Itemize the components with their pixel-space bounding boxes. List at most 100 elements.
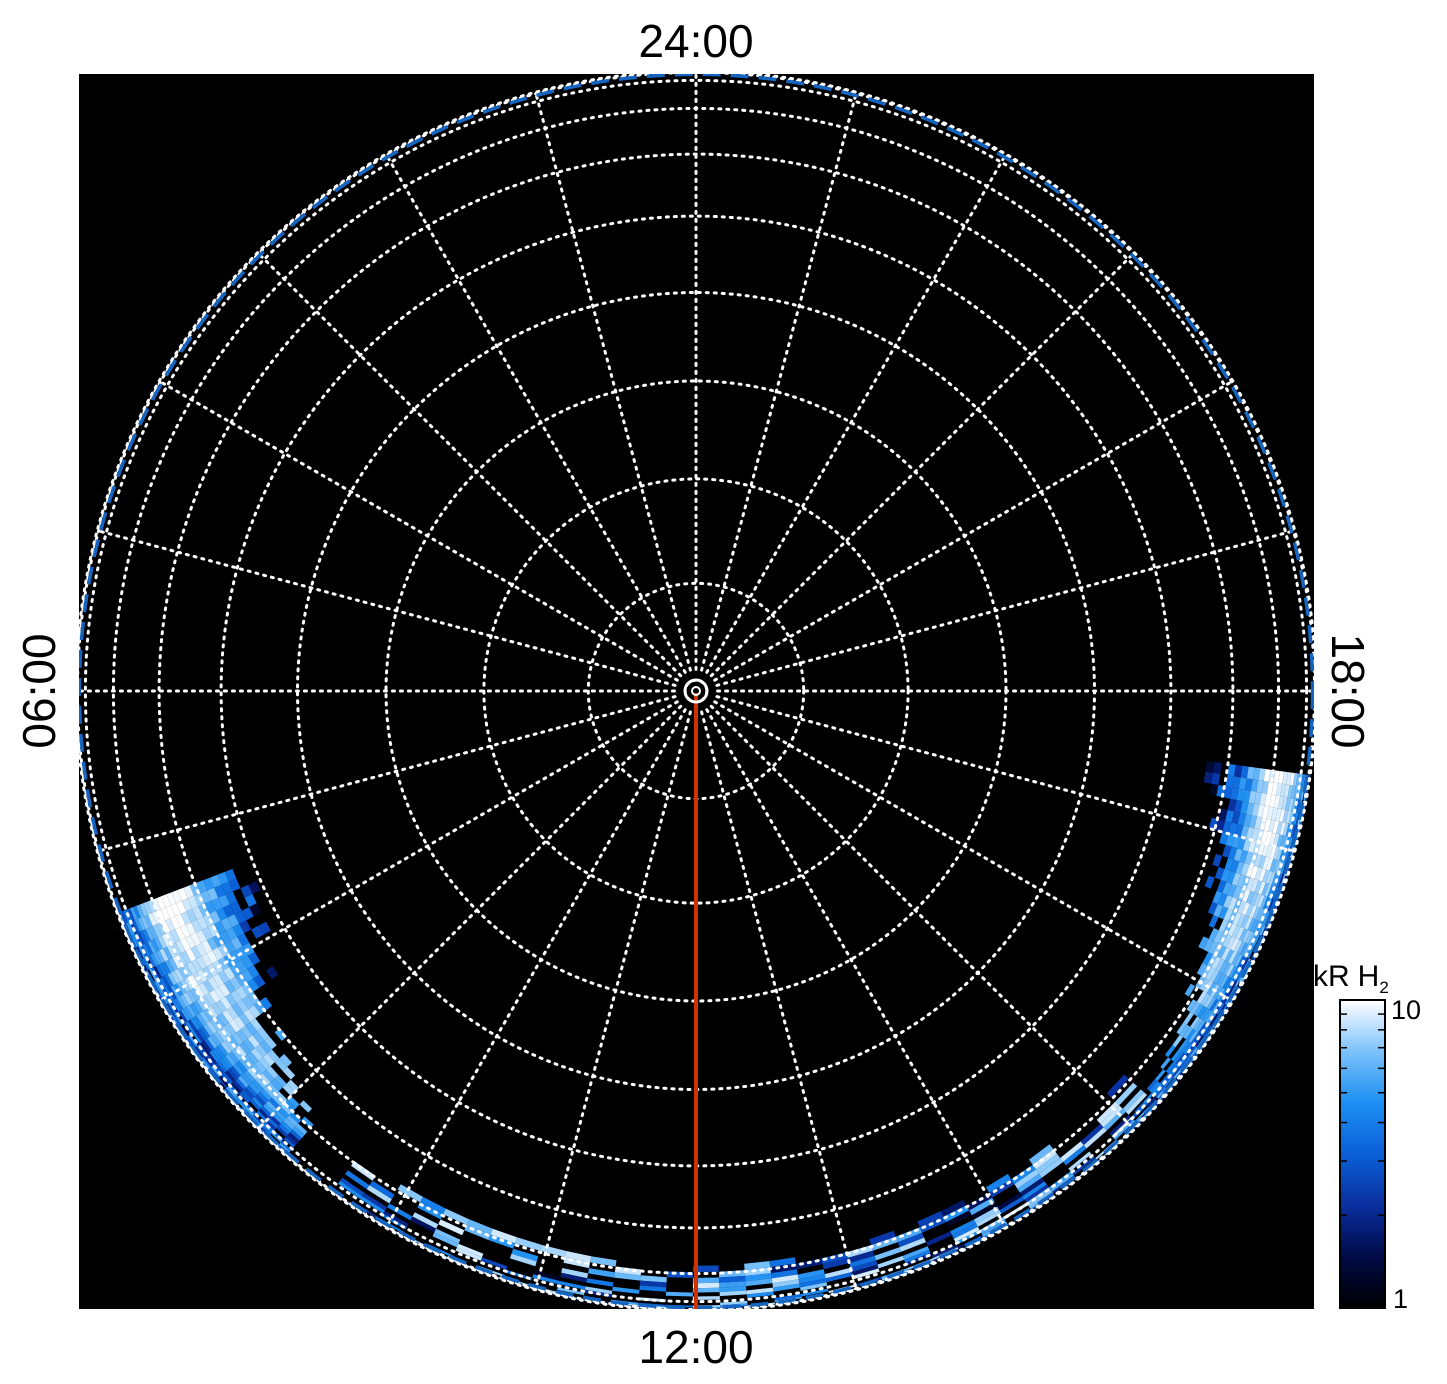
meridian-line	[715, 529, 1297, 687]
emission-cell	[926, 1231, 953, 1247]
emission-cell	[1209, 1013, 1219, 1026]
emission-cell	[1183, 1026, 1194, 1040]
emission-cell	[209, 989, 221, 1003]
meridian-line	[715, 695, 1297, 853]
emission-cell	[1282, 809, 1289, 823]
emission-cell	[180, 937, 191, 951]
emission-cell	[745, 1273, 772, 1282]
emission-cell	[227, 1068, 238, 1081]
emission-cell	[744, 1261, 771, 1271]
emission-cell	[1240, 765, 1249, 779]
emission-cell	[1190, 1047, 1200, 1060]
emission-cell	[235, 1095, 246, 1107]
emission-cell	[260, 1106, 272, 1118]
emission-cell	[201, 953, 213, 967]
emission-cell	[1252, 767, 1261, 781]
emission-cell	[1258, 768, 1266, 781]
meridian-line	[713, 379, 1235, 682]
emission-cell	[1242, 789, 1251, 803]
emission-cell	[1181, 1041, 1192, 1054]
emission-cell	[1300, 774, 1305, 788]
emission-cell	[143, 957, 152, 970]
emission-cell	[1263, 910, 1270, 924]
emission-cell	[558, 1280, 586, 1290]
emission-cell	[1285, 810, 1292, 824]
emission-cell	[186, 1035, 196, 1048]
emission-cell	[280, 1121, 293, 1133]
emission-cell	[1185, 1028, 1196, 1042]
emission-cell	[262, 1053, 275, 1067]
emission-cell	[252, 1079, 264, 1092]
emission-cell	[1225, 978, 1234, 991]
emission-cell	[197, 969, 208, 983]
emission-cell	[186, 990, 197, 1003]
emission-cell	[252, 1031, 265, 1045]
emission-cell	[799, 1278, 827, 1288]
emission-cell	[250, 1048, 263, 1061]
emission-cell	[123, 910, 130, 923]
emission-cell	[1134, 1102, 1145, 1114]
emission-cell	[246, 1051, 259, 1065]
emission-cell	[1213, 762, 1222, 774]
emission-cell	[171, 942, 181, 956]
emission-cell	[203, 913, 215, 927]
emission-cell	[260, 1124, 272, 1136]
emission-cell	[443, 1208, 470, 1225]
emission-cell	[265, 1100, 278, 1113]
emission-cell	[1280, 861, 1286, 875]
emission-cell	[1183, 1042, 1194, 1055]
emission-cell	[1254, 867, 1263, 881]
emission-cell	[170, 985, 180, 998]
emission-cell	[976, 1210, 1002, 1227]
emission-cell	[147, 954, 156, 968]
emission-cell	[981, 1219, 1007, 1235]
emission-cell	[1198, 936, 1209, 950]
emission-cell	[1239, 928, 1248, 942]
emission-cell	[223, 967, 236, 981]
emission-cell	[1204, 875, 1215, 889]
emission-cell	[1151, 1083, 1162, 1095]
emission-cell	[1289, 772, 1295, 786]
meridian-line	[95, 529, 677, 687]
emission-cell	[252, 1096, 264, 1109]
emission-cell	[369, 1180, 395, 1200]
emission-cell	[228, 1035, 240, 1049]
emission-cell	[229, 1019, 241, 1033]
emission-cell	[279, 1054, 292, 1067]
emission-cell	[943, 1205, 970, 1223]
emission-cell	[196, 929, 207, 944]
emission-cell	[1236, 788, 1245, 802]
emission-cell	[171, 999, 181, 1012]
emission-cell	[200, 1026, 211, 1039]
emission-cell	[1227, 923, 1237, 937]
emission-cell	[1202, 1009, 1213, 1022]
emission-cell	[241, 1089, 252, 1102]
emission-cell	[1257, 804, 1265, 818]
emission-cell	[254, 1094, 266, 1107]
emission-cell	[176, 900, 187, 914]
emission-cell	[228, 1051, 240, 1064]
emission-cell	[249, 1099, 261, 1111]
emission-cell	[222, 1009, 234, 1023]
emission-cell	[850, 1260, 878, 1273]
emission-cell	[1250, 779, 1259, 792]
emission-cell	[1236, 913, 1246, 927]
emission-cell	[265, 1119, 277, 1131]
emission-cell	[220, 1025, 232, 1039]
emission-cell	[239, 920, 252, 934]
emission-cell	[1237, 900, 1247, 914]
emission-cell	[263, 1103, 275, 1116]
emission-cell	[166, 1003, 175, 1016]
emission-cell	[953, 1226, 980, 1243]
emission-cell	[1290, 785, 1296, 799]
emission-cell	[1036, 1153, 1061, 1174]
emission-cell	[1118, 1123, 1139, 1144]
emission-cell	[213, 1015, 225, 1029]
emission-cell	[267, 1117, 279, 1129]
emission-cell	[244, 1104, 255, 1116]
emission-cell	[181, 951, 192, 965]
emission-cell	[515, 1237, 542, 1251]
emission-cell	[147, 969, 156, 982]
emission-cell	[150, 953, 159, 967]
emission-cell	[1235, 926, 1245, 940]
